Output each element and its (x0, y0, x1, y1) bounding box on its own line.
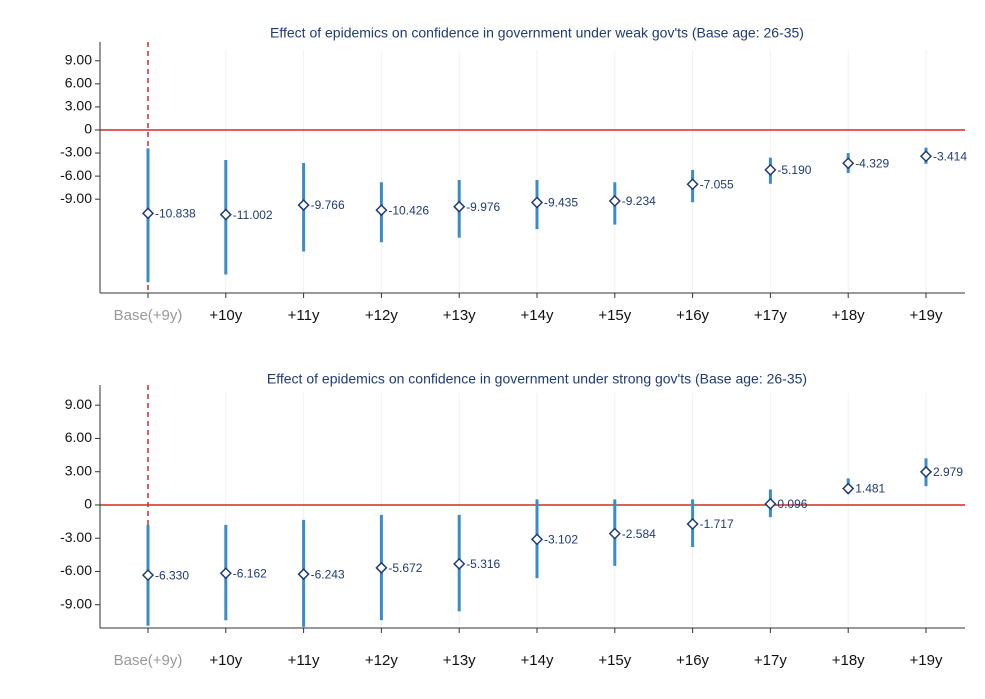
point (375, 204, 388, 217)
value-label: -3.102 (544, 533, 578, 547)
x-tick-label: +11y (288, 652, 320, 669)
value-label: -6.243 (311, 567, 345, 581)
value-label: -4.329 (855, 156, 889, 170)
x-tick-label: Base(+9y) (114, 652, 183, 669)
x-tick-label: +18y (832, 307, 865, 324)
point (297, 199, 310, 212)
value-label: -2.584 (622, 527, 656, 541)
point (219, 567, 232, 580)
y-tick-label: -9.00 (60, 595, 92, 611)
y-tick-label: -9.00 (60, 190, 92, 206)
x-tick-label: +10y (209, 307, 242, 324)
point (453, 200, 466, 213)
x-tick-label: +12y (365, 307, 398, 324)
value-label: -3.414 (933, 149, 967, 163)
x-tick-label: +13y (443, 307, 476, 324)
x-tick-label: +15y (598, 307, 631, 324)
value-label: 0.096 (777, 497, 807, 511)
value-label: -9.435 (544, 196, 578, 210)
x-tick-label: +18y (832, 652, 865, 669)
value-label: -9.976 (466, 200, 500, 214)
chart-title: Effect of epidemics on confidence in gov… (270, 25, 804, 41)
y-tick-label: 9.00 (65, 396, 92, 412)
point (530, 196, 544, 209)
y-tick-label: 3.00 (65, 462, 92, 478)
y-tick-label: 9.00 (65, 51, 92, 67)
value-label: -7.055 (700, 177, 734, 191)
point (764, 497, 777, 510)
value-label: 2.979 (933, 465, 963, 479)
point (764, 163, 777, 176)
y-tick-label: -3.00 (60, 144, 92, 160)
x-tick-label: Base(+9y) (114, 307, 183, 324)
x-tick-label: +14y (521, 652, 554, 669)
point (375, 561, 388, 574)
point (141, 569, 155, 582)
y-tick-label: 6.00 (65, 75, 92, 91)
value-label: -1.717 (700, 517, 734, 531)
value-label: -10.838 (155, 206, 196, 220)
y-tick-label: -3.00 (60, 529, 92, 545)
value-label: -9.766 (311, 198, 345, 212)
x-tick-label: +19y (910, 652, 943, 669)
value-label: -5.190 (777, 163, 811, 177)
y-tick-label: 0 (84, 496, 92, 512)
y-tick-label: -6.00 (60, 167, 92, 183)
x-tick-label: +17y (754, 307, 787, 324)
y-tick-label: 6.00 (65, 429, 92, 445)
point (608, 527, 621, 540)
y-tick-label: 3.00 (65, 98, 92, 114)
point (919, 150, 933, 163)
y-tick-label: -6.00 (60, 562, 92, 578)
value-label: -5.316 (466, 557, 500, 571)
value-label: -6.330 (155, 568, 189, 582)
chart-title: Effect of epidemics on confidence in gov… (267, 371, 807, 387)
y-tick-label: 0 (84, 121, 92, 137)
value-label: -10.426 (388, 203, 429, 217)
point (141, 207, 155, 220)
x-tick-label: +19y (910, 307, 943, 324)
x-tick-label: +16y (676, 652, 709, 669)
x-tick-label: +10y (209, 652, 242, 669)
value-label: -9.234 (622, 194, 656, 208)
point (919, 465, 933, 478)
value-label: -11.002 (233, 208, 273, 222)
value-label: -6.162 (233, 566, 267, 580)
x-tick-label: +15y (598, 652, 631, 669)
x-tick-label: +13y (443, 652, 476, 669)
point (686, 517, 699, 531)
point (842, 157, 855, 170)
x-tick-label: +11y (288, 307, 320, 324)
point (453, 557, 466, 570)
point (297, 568, 310, 581)
x-tick-label: +17y (754, 652, 787, 669)
value-label: 1.481 (855, 482, 885, 496)
point (842, 482, 855, 495)
x-tick-label: +16y (676, 307, 709, 324)
point (219, 208, 232, 221)
point (608, 194, 621, 208)
point (686, 178, 699, 191)
point (530, 533, 544, 546)
x-tick-label: +12y (365, 652, 398, 669)
value-label: -5.672 (388, 561, 422, 575)
x-tick-label: +14y (521, 307, 554, 324)
